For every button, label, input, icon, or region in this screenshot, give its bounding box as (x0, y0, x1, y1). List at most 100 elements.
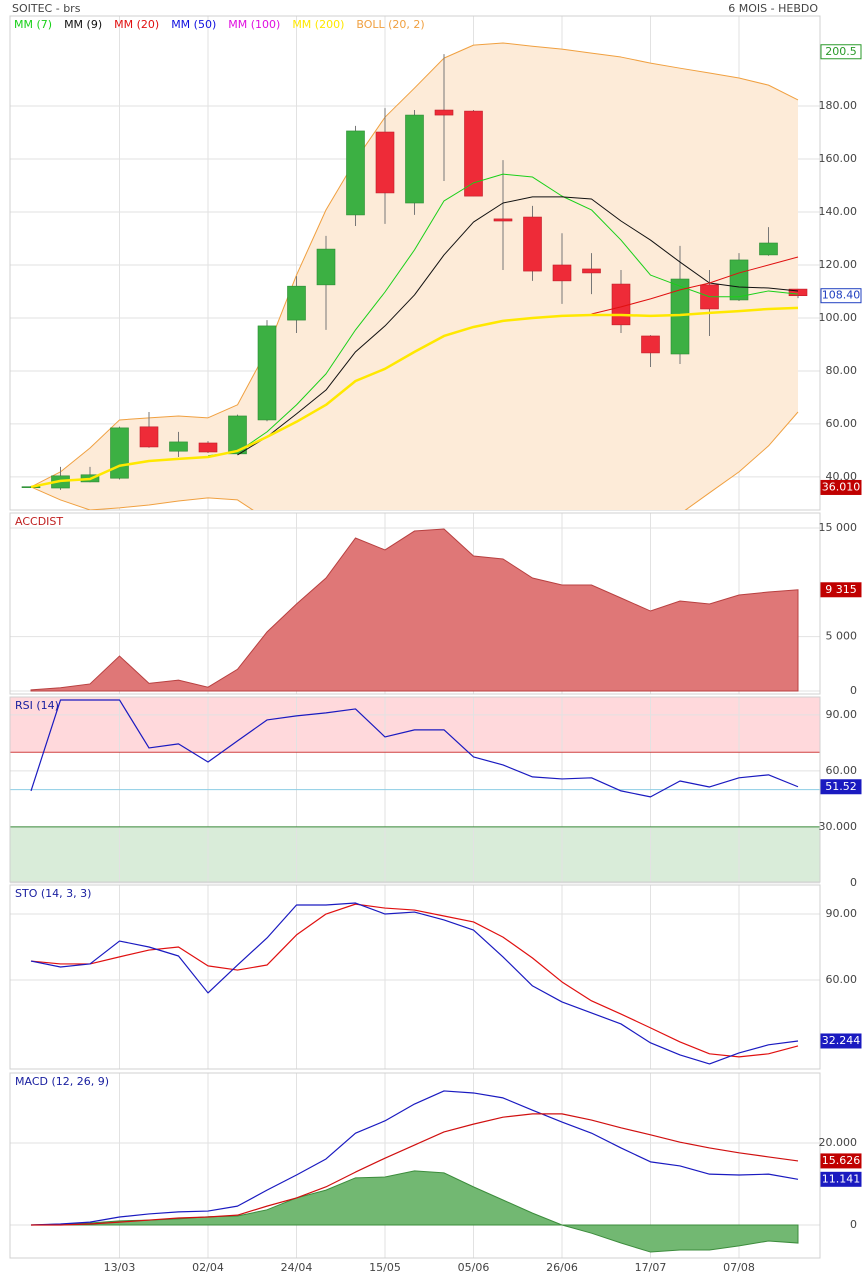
y-tick-label: 60.00 (826, 764, 858, 777)
value-marker (820, 582, 862, 598)
candle-body (641, 335, 660, 354)
x-tick-label: 02/04 (192, 1261, 224, 1274)
x-tick-label: 26/06 (546, 1261, 578, 1274)
candle-body (405, 114, 424, 204)
value-marker-label: 108.40 (822, 289, 861, 302)
candle-body (759, 242, 778, 256)
plot-area (30, 1090, 799, 1253)
y-tick-label: 0 (850, 1218, 857, 1231)
y-tick-label: 90.00 (826, 907, 858, 920)
value-marker-label: 32.244 (822, 1034, 861, 1047)
value-marker (820, 288, 862, 304)
candle-body (316, 248, 336, 286)
candle-body (729, 259, 749, 301)
x-tick-label: 05/06 (458, 1261, 490, 1274)
value-marker (820, 779, 862, 795)
histogram (30, 1170, 799, 1253)
moving-average (591, 256, 799, 315)
plot-area (30, 902, 799, 1065)
line (30, 902, 799, 1065)
panel-title: RSI (14) (15, 699, 59, 712)
legend-entry: MM (50) (171, 18, 216, 31)
line (31, 1113, 799, 1226)
value-marker-label: 200.5 (825, 45, 857, 58)
panel-frame (9, 512, 821, 695)
candle-body (198, 442, 218, 453)
legend-entry: MM (9) (64, 18, 102, 31)
moving-average (237, 196, 799, 456)
x-tick-label: 17/07 (635, 1261, 667, 1274)
candle-body (169, 441, 188, 452)
y-tick-label: 140.00 (819, 205, 858, 218)
value-marker-label: 36.010 (822, 480, 861, 493)
panel-frame (9, 696, 821, 883)
value-marker-label: 11.141 (822, 1172, 861, 1185)
y-tick-label: 60.00 (826, 417, 858, 430)
legend-entry: MM (100) (228, 18, 280, 31)
panel-title: STO (14, 3, 3) (15, 887, 91, 900)
y-tick-label: 60.00 (826, 973, 858, 986)
plot-area (21, 42, 808, 510)
value-marker (820, 479, 862, 495)
candle-body (582, 268, 601, 274)
panel-title: MACD (12, 26, 9) (15, 1075, 109, 1088)
value-marker (820, 1171, 862, 1187)
candle-body (552, 264, 572, 282)
candle-body (110, 427, 129, 479)
y-tick-label: 20.000 (819, 1136, 858, 1149)
line (30, 1090, 799, 1226)
value-marker-label: 9 315 (825, 583, 857, 596)
plot-area (30, 699, 799, 798)
period-label: 6 MOIS - HEBDO (728, 2, 818, 15)
y-tick-label: 120.00 (819, 258, 858, 271)
y-tick-label: 90.00 (826, 708, 858, 721)
y-tick-label: 40.00 (826, 470, 858, 483)
legend-entry: MM (20) (114, 18, 159, 31)
candle-body (375, 131, 395, 194)
y-tick-label: 100.00 (819, 311, 858, 324)
value-marker (820, 44, 862, 60)
panel-title: ACCDIST (15, 515, 63, 528)
x-tick-label: 13/03 (104, 1261, 136, 1274)
candle-body (611, 283, 631, 326)
panel-frame (9, 1072, 821, 1259)
y-tick-label: 5 000 (826, 630, 858, 643)
legend-entry: MM (200) (292, 18, 344, 31)
panel (9, 696, 821, 884)
bollinger-band (31, 43, 798, 510)
legend-entry: BOLL (20, 2) (356, 18, 424, 31)
line (30, 903, 799, 1058)
overbought-zone (10, 697, 820, 753)
y-tick-label: 30.000 (819, 820, 858, 833)
candle-body (228, 415, 247, 455)
x-tick-label: 15/05 (369, 1261, 401, 1274)
value-marker (820, 1033, 862, 1049)
area (30, 528, 799, 692)
y-tick-label: 15 000 (819, 521, 858, 534)
chart-title: SOITEC - brs (12, 2, 81, 15)
panel-frame (9, 884, 821, 1070)
value-marker-label: 51.52 (825, 780, 857, 793)
moving-average (30, 306, 799, 489)
moving-average (207, 173, 799, 457)
y-tick-label: 0 (850, 684, 857, 697)
value-marker (820, 1153, 862, 1169)
x-tick-label: 07/08 (723, 1261, 755, 1274)
y-tick-label: 160.00 (819, 152, 858, 165)
candle-body (257, 325, 277, 421)
y-tick-label: 180.00 (819, 99, 858, 112)
candle-body (287, 285, 306, 321)
candle-body (523, 216, 542, 272)
plot-area (30, 528, 799, 692)
candle-body (346, 130, 365, 216)
value-marker-label: 15.626 (822, 1154, 861, 1167)
y-tick-label: 80.00 (826, 364, 858, 377)
y-tick-label: 0 (850, 876, 857, 889)
candle-body (139, 426, 159, 448)
panel (9, 884, 821, 1070)
candle-body (464, 110, 483, 197)
bollinger-lower (30, 411, 799, 510)
candle-body (493, 218, 513, 222)
candle-body (788, 288, 808, 297)
line (30, 699, 799, 798)
